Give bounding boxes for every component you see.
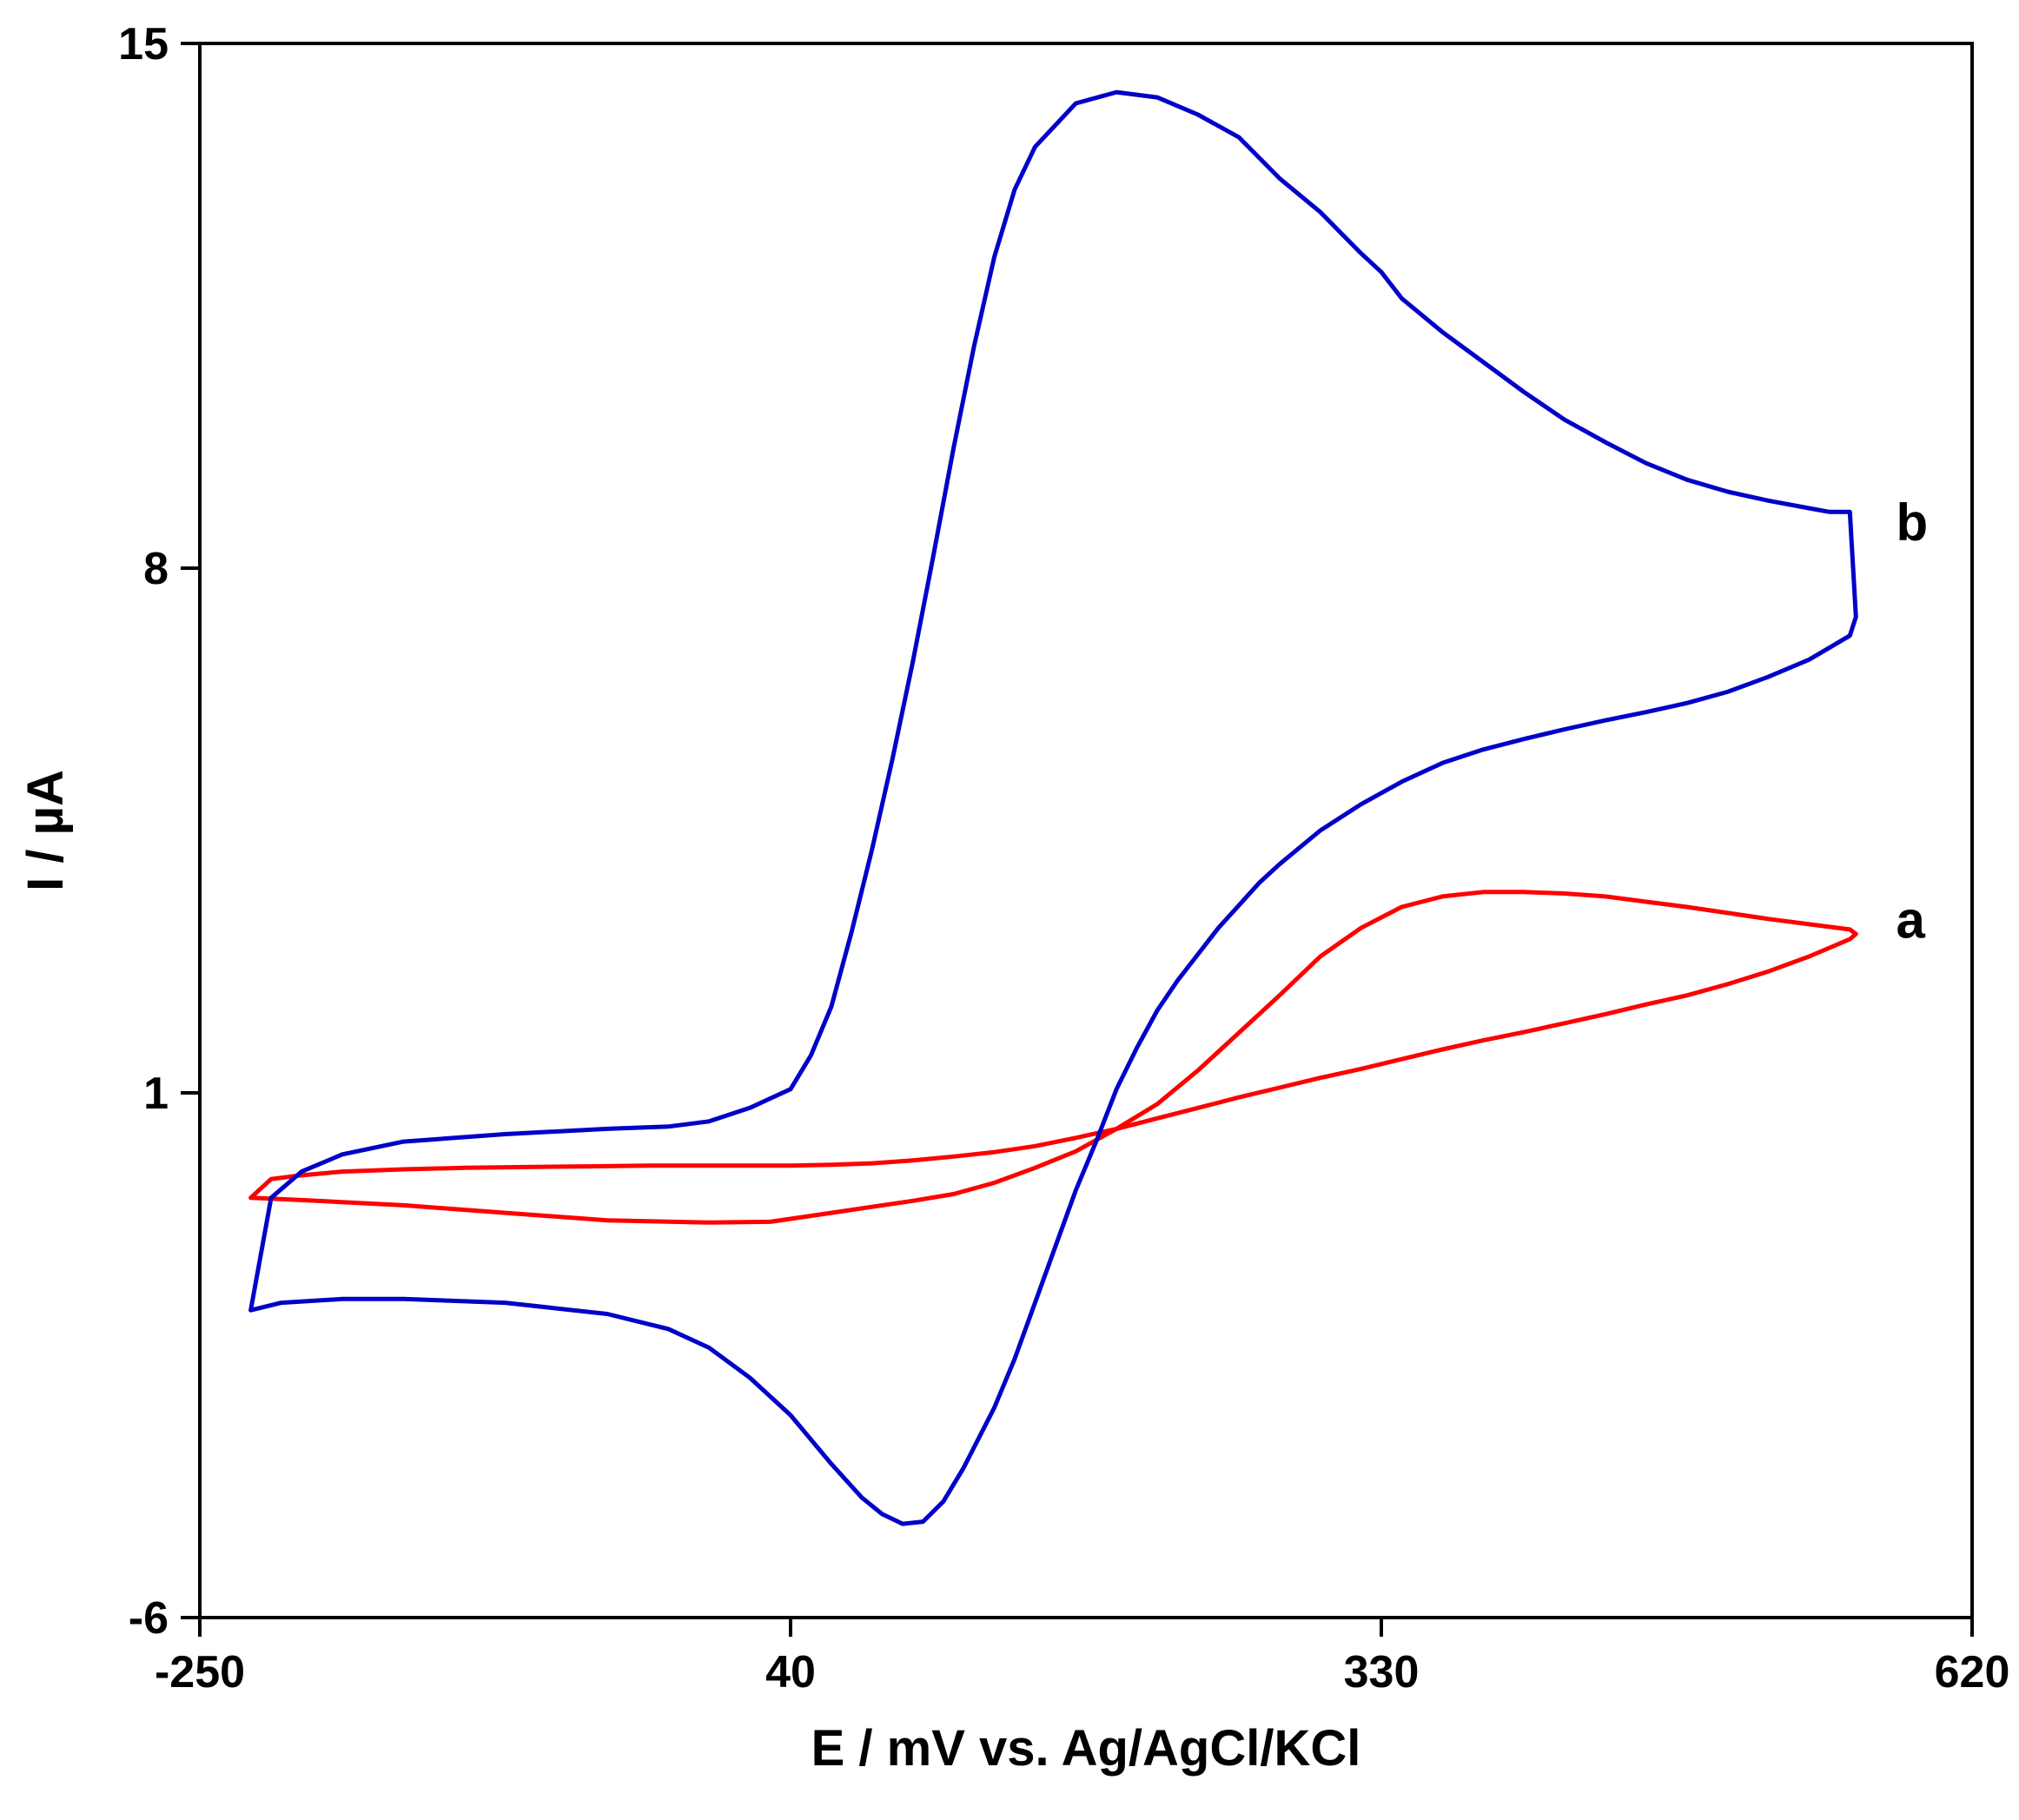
x-tick-label: -250 xyxy=(155,1647,245,1698)
series-b-curve xyxy=(248,89,1858,1526)
y-axis-ticks: -6 1 8 15 xyxy=(118,19,200,1644)
y-tick-label: 1 xyxy=(143,1069,169,1119)
x-tick-label: 40 xyxy=(765,1647,816,1698)
x-tick-label: 330 xyxy=(1344,1647,1420,1698)
x-tick-label: 620 xyxy=(1935,1647,2010,1698)
y-tick-label: 8 xyxy=(143,544,169,594)
y-axis-title: I / µA xyxy=(17,770,74,891)
plot-frame xyxy=(198,42,1974,1619)
series-a-label: a xyxy=(1896,891,1925,950)
y-tick-label: -6 xyxy=(129,1593,169,1644)
series-b-label: b xyxy=(1896,493,1928,552)
x-axis-title: E / mV vs. Ag/AgCl/KCl xyxy=(811,1720,1361,1777)
y-tick-label: 15 xyxy=(118,19,169,69)
series-a-curve xyxy=(248,890,1858,1225)
x-axis-ticks: -250 40 330 620 xyxy=(155,1618,2009,1698)
series-layer: ab xyxy=(248,89,1928,1526)
